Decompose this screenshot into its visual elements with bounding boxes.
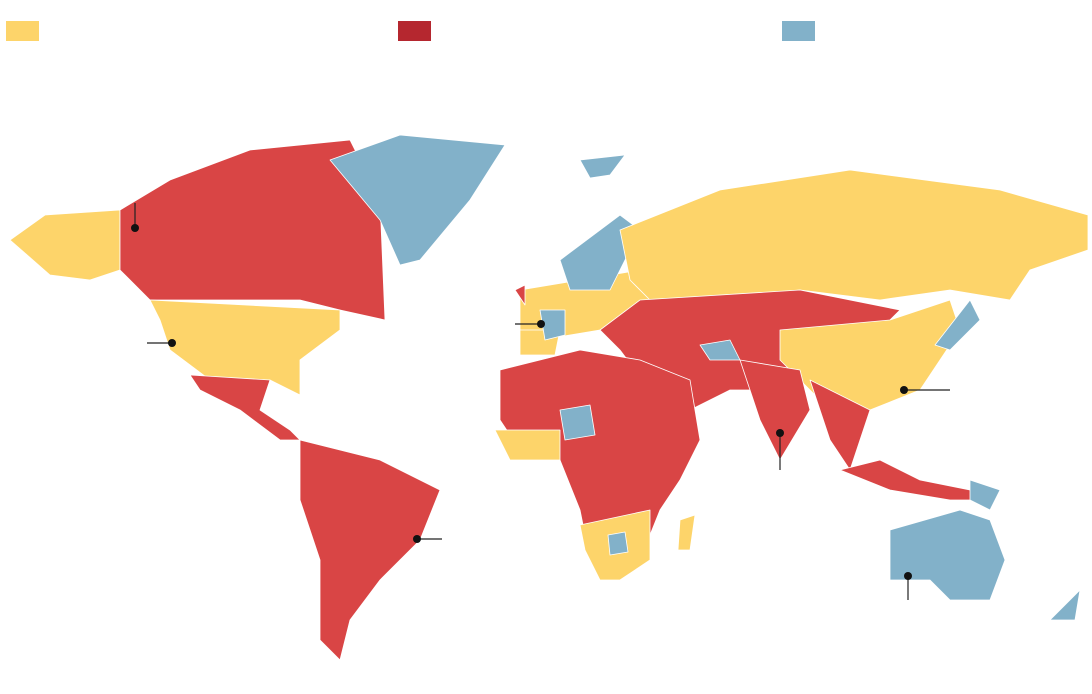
region (699, 339, 741, 361)
callout-dot (900, 386, 908, 394)
region (299, 439, 441, 661)
region (619, 169, 1089, 301)
region (809, 379, 871, 471)
region (607, 531, 629, 556)
callouts (131, 203, 950, 600)
callout-dot (776, 429, 784, 437)
legend-swatch (398, 21, 431, 41)
legend-swatch (6, 21, 39, 41)
region (677, 514, 696, 551)
region (149, 299, 341, 396)
region (839, 459, 991, 501)
callout-dot (168, 339, 176, 347)
region (119, 139, 386, 321)
callout-dot (904, 572, 912, 580)
region (329, 134, 506, 266)
region (559, 404, 596, 441)
callout-dot (537, 320, 545, 328)
region (559, 214, 641, 291)
callout-dot (413, 535, 421, 543)
region (969, 479, 1001, 511)
region (514, 284, 526, 306)
legend-swatch (782, 21, 815, 41)
region (539, 309, 566, 341)
region (934, 299, 981, 351)
callout-dot (131, 224, 139, 232)
region (579, 154, 626, 179)
region (9, 209, 121, 281)
countries (9, 134, 1089, 661)
region (739, 359, 811, 461)
region (889, 509, 1006, 601)
region (1049, 589, 1081, 621)
region (494, 429, 561, 461)
legend (6, 21, 815, 41)
